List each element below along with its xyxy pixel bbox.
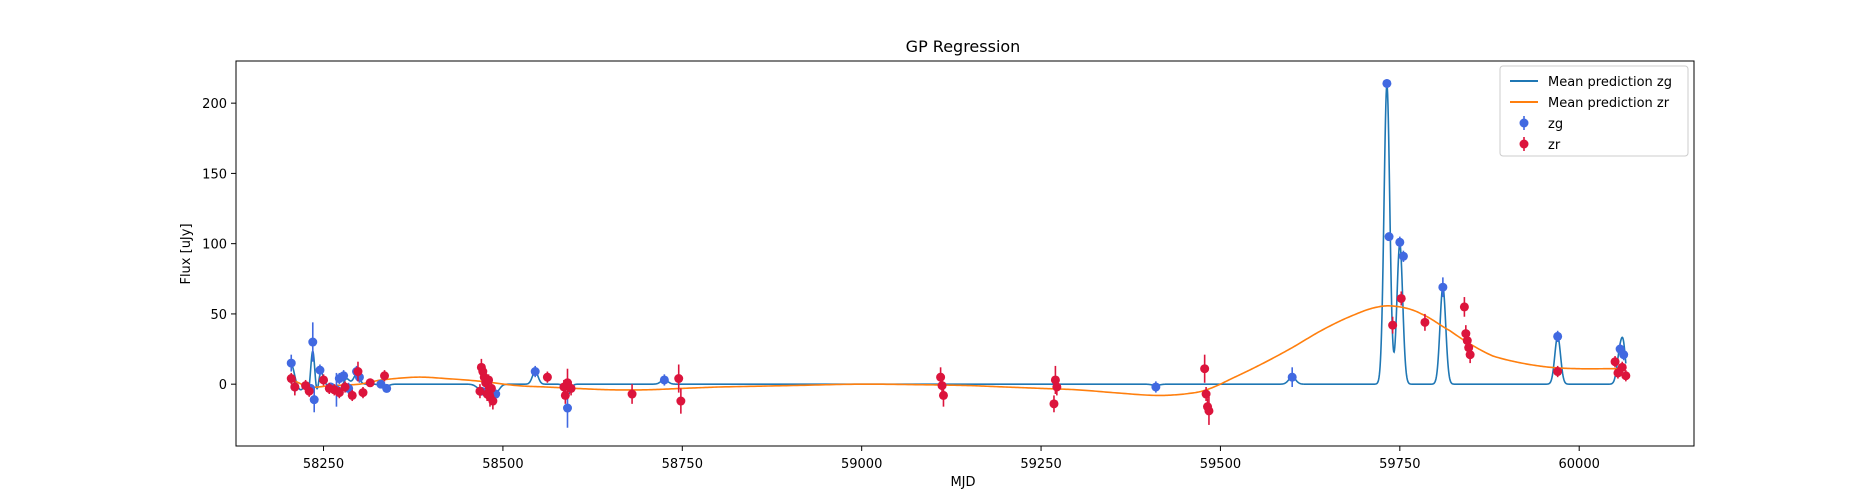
- y-tick-label: 100: [202, 238, 227, 253]
- data-point-zg: [530, 367, 540, 377]
- data-point-zg: [1553, 331, 1563, 341]
- data-point-zg: [1287, 372, 1297, 382]
- data-point-zr: [475, 386, 485, 396]
- data-point-zg: [339, 371, 349, 381]
- x-tick-label: 59000: [841, 457, 882, 472]
- data-point-zr: [560, 390, 570, 400]
- data-point-zr: [290, 382, 300, 392]
- data-point-zr: [936, 372, 946, 382]
- x-tick-label: 59500: [1200, 457, 1241, 472]
- data-point-zg: [1384, 232, 1394, 242]
- data-point-zg: [1438, 282, 1448, 292]
- data-point-zg: [562, 403, 572, 413]
- data-point-zg: [1398, 251, 1408, 261]
- data-point-zg: [659, 375, 669, 385]
- data-point-zr: [1201, 389, 1211, 399]
- data-point-zr: [486, 383, 496, 393]
- data-point-zr: [676, 396, 686, 406]
- x-tick-label: 58750: [662, 457, 703, 472]
- y-tick-label: 150: [202, 167, 227, 182]
- data-point-zr: [304, 386, 314, 396]
- data-point-zr: [1050, 375, 1060, 385]
- data-point-zg: [286, 358, 296, 368]
- legend-point-swatch: [1519, 139, 1529, 149]
- data-point-zr: [542, 372, 552, 382]
- x-tick-label: 58500: [482, 457, 523, 472]
- data-point-zr: [1200, 364, 1210, 374]
- data-point-zg: [382, 383, 392, 393]
- axes-frame: [235, 60, 1695, 447]
- data-point-zg: [1395, 237, 1405, 247]
- y-tick-label: 0: [219, 378, 227, 393]
- data-point-zr: [1204, 406, 1214, 416]
- data-point-zg: [1382, 78, 1392, 88]
- legend-label: zg: [1548, 117, 1563, 132]
- data-point-zr: [1462, 336, 1472, 346]
- legend-label: zr: [1548, 138, 1561, 153]
- x-tick-label: 58250: [303, 457, 344, 472]
- data-point-zr: [365, 378, 375, 388]
- data-point-zr: [334, 388, 344, 398]
- data-point-zr: [1553, 367, 1563, 377]
- data-point-zr: [1052, 382, 1062, 392]
- data-point-zr: [938, 390, 948, 400]
- data-point-zr: [674, 374, 684, 384]
- data-point-zg: [1619, 350, 1629, 360]
- ticks-layer: 58250 58500 58750 59000 59250 59500 59750 60000…: [202, 97, 1600, 472]
- legend: Mean prediction zg Mean prediction zr zg zr: [1499, 65, 1689, 157]
- data-point-zr: [358, 388, 368, 398]
- data-point-zr: [286, 374, 296, 384]
- legend-label: Mean prediction zr: [1548, 96, 1670, 111]
- data-point-zr: [380, 371, 390, 381]
- chart-title: GP Regression: [906, 37, 1021, 56]
- x-axis-label: MJD: [950, 475, 975, 490]
- data-point-zr: [319, 375, 329, 385]
- data-point-zr: [937, 381, 947, 391]
- x-tick-label: 60000: [1559, 457, 1600, 472]
- data-point-zg: [309, 395, 319, 405]
- data-point-zr: [340, 382, 350, 392]
- data-point-zr: [1464, 343, 1474, 353]
- data-point-zr: [1617, 362, 1627, 372]
- legend-box: [1499, 65, 1689, 157]
- data-point-zg: [315, 365, 325, 375]
- data-point-zr: [1459, 302, 1469, 312]
- data-point-zr: [1049, 399, 1059, 409]
- data-point-zr: [1621, 371, 1631, 381]
- data-point-zr: [347, 390, 357, 400]
- plot-layer: [286, 78, 1631, 428]
- y-tick-label: 50: [210, 308, 227, 323]
- data-point-zg: [308, 337, 318, 347]
- data-point-zr: [1610, 357, 1620, 367]
- data-point-zr: [1396, 293, 1406, 303]
- data-point-zr: [488, 396, 498, 406]
- data-point-zr: [1420, 317, 1430, 327]
- data-point-zr: [627, 389, 637, 399]
- x-tick-label: 59750: [1379, 457, 1420, 472]
- x-tick-label: 59250: [1020, 457, 1061, 472]
- legend-point-swatch: [1519, 118, 1529, 128]
- y-tick-label: 200: [202, 97, 227, 112]
- data-point-zr: [1465, 350, 1475, 360]
- data-point-zg: [1151, 382, 1161, 392]
- data-point-zr: [353, 367, 363, 377]
- legend-label: Mean prediction zg: [1548, 75, 1672, 90]
- data-point-zr: [1461, 329, 1471, 339]
- data-point-zr: [566, 383, 576, 393]
- mean-prediction-line-zg: [290, 84, 1627, 397]
- data-point-zr: [1388, 320, 1398, 330]
- y-axis-label: Flux [uJy]: [179, 223, 194, 284]
